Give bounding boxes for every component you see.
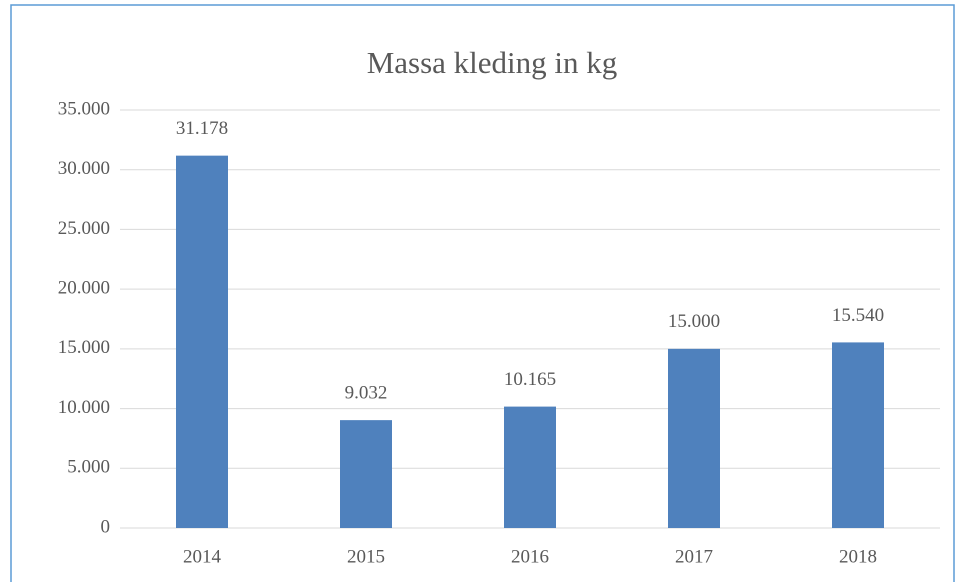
bar: [340, 420, 392, 528]
bar: [504, 406, 556, 528]
x-tick-label: 2014: [183, 546, 222, 567]
y-tick-label: 5.000: [67, 457, 110, 478]
y-tick-label: 20.000: [58, 278, 110, 299]
y-tick-label: 35.000: [58, 98, 110, 119]
bar: [176, 155, 228, 528]
x-tick-label: 2016: [511, 546, 549, 567]
x-tick-label: 2017: [675, 546, 713, 567]
bar: [832, 342, 884, 528]
y-tick-label: 10.000: [58, 397, 110, 418]
data-label: 15.000: [668, 311, 720, 332]
bar: [668, 348, 720, 528]
data-label: 31.178: [176, 118, 228, 139]
x-tick-label: 2018: [839, 546, 877, 567]
y-tick-label: 25.000: [58, 218, 110, 239]
data-label: 10.165: [504, 369, 556, 390]
chart-title: Massa kleding in kg: [367, 45, 618, 80]
chart-border: [10, 4, 955, 582]
x-tick-label: 2015: [347, 546, 385, 567]
data-label: 9.032: [345, 382, 388, 403]
y-tick-label: 15.000: [58, 337, 110, 358]
data-label: 15.540: [832, 305, 884, 326]
y-tick-label: 0: [101, 516, 111, 537]
y-tick-label: 30.000: [58, 158, 110, 179]
